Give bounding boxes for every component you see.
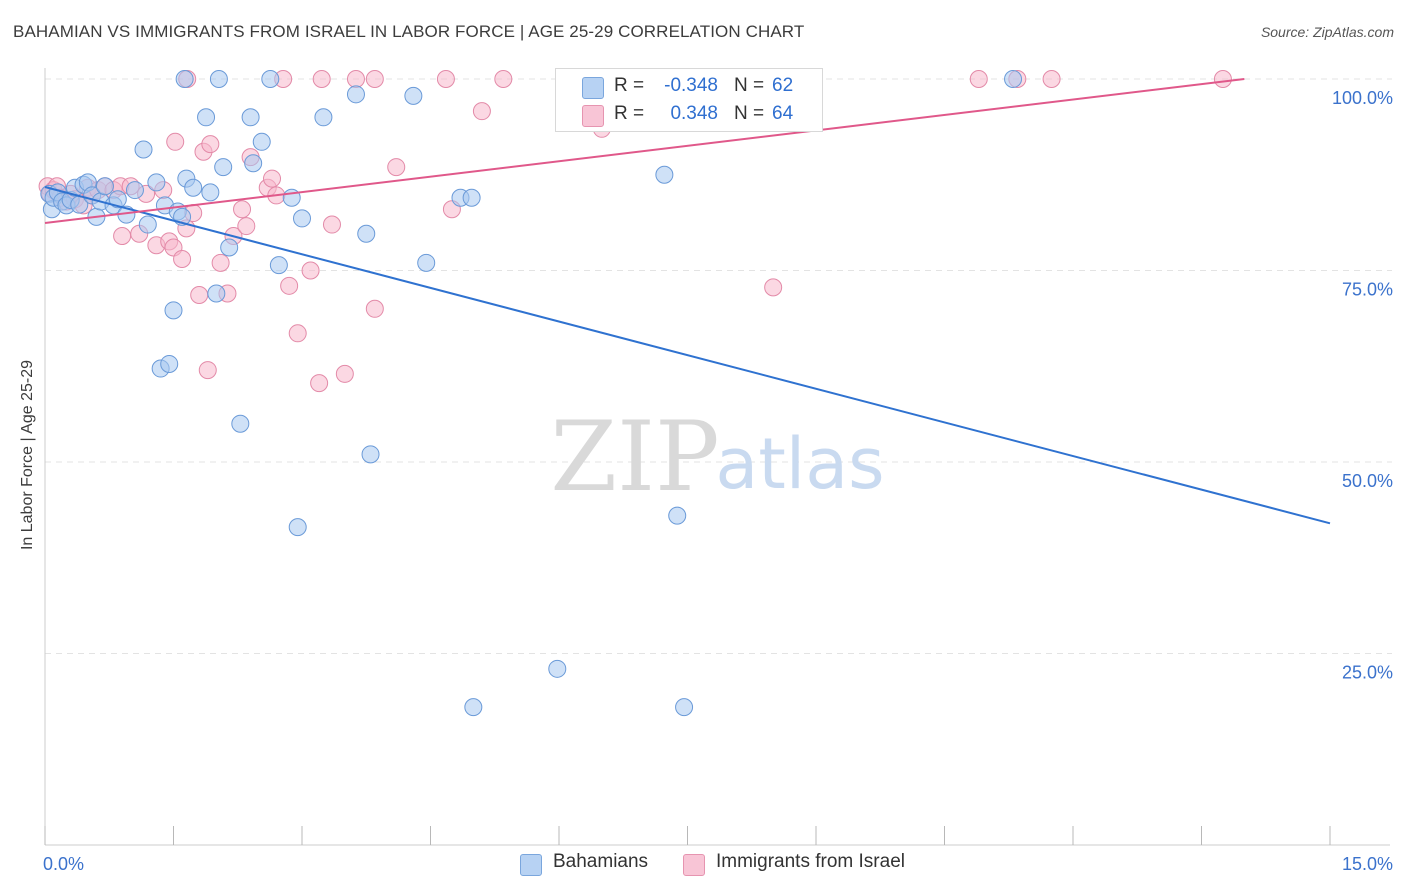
legend-swatch-bahamians xyxy=(582,77,604,99)
x-tick-label-min: 0.0% xyxy=(43,854,84,874)
tick-labels: 25.0% 50.0% 75.0% 100.0% 0.0% 15.0% xyxy=(43,88,1393,874)
israel-point xyxy=(263,169,282,188)
y-tick-label: 25.0% xyxy=(1342,663,1393,683)
bottom-legend-swatch-bahamians xyxy=(520,854,542,876)
bahamians-point xyxy=(184,178,203,197)
bahamians-point xyxy=(314,108,333,127)
israel-point xyxy=(280,276,299,295)
y-tick-label: 75.0% xyxy=(1342,280,1393,300)
bahamians-point xyxy=(95,177,114,196)
bahamians-point xyxy=(175,70,194,88)
bahamians-point xyxy=(462,188,481,207)
bahamians-point xyxy=(125,181,144,200)
chart-title: BAHAMIAN VS IMMIGRANTS FROM ISRAEL IN LA… xyxy=(13,22,805,41)
israel-point xyxy=(166,132,185,151)
israel-point xyxy=(346,70,365,88)
bahamians-point xyxy=(548,659,567,678)
bahamians-point xyxy=(675,698,694,717)
israel-point xyxy=(201,135,220,154)
bahamians-point xyxy=(668,506,687,525)
israel-point xyxy=(365,70,384,88)
legend-r-label: R = xyxy=(614,103,645,124)
bahamians-point xyxy=(261,70,280,88)
y-tick-label: 50.0% xyxy=(1342,471,1393,491)
bahamians-point xyxy=(197,108,216,127)
legend-row-israel: R = 0.348 N = 64 xyxy=(556,101,822,129)
legend-n-value: 62 xyxy=(772,75,794,96)
israel-point xyxy=(365,299,384,318)
bahamians-point xyxy=(244,154,263,173)
israel-point xyxy=(198,361,217,380)
israel-trend-line xyxy=(44,78,1245,225)
israel-point xyxy=(312,70,331,88)
israel-point xyxy=(335,364,354,383)
legend-n-label: N = xyxy=(734,75,765,96)
israel-point xyxy=(436,70,455,88)
y-tick-label: 100.0% xyxy=(1332,88,1393,108)
israel-point xyxy=(173,250,192,269)
bahamians-point xyxy=(464,698,483,717)
bahamians-point xyxy=(164,301,183,320)
bahamians-point xyxy=(269,256,288,275)
bahamians-point xyxy=(346,85,365,104)
bahamians-point xyxy=(404,86,423,105)
axes xyxy=(44,68,1390,846)
israel-point xyxy=(1042,70,1061,88)
israel-point xyxy=(969,70,988,88)
israel-point xyxy=(1213,70,1232,88)
israel-point xyxy=(387,158,406,177)
bahamians-trend-line xyxy=(44,186,1331,525)
bahamians-point xyxy=(655,165,674,184)
legend-swatch-israel xyxy=(582,105,604,127)
israel-point xyxy=(211,253,230,272)
israel-point xyxy=(190,286,209,305)
legend-r-value: -0.348 xyxy=(664,75,718,96)
bahamians-point xyxy=(108,190,127,209)
bahamians-point xyxy=(207,284,226,303)
source-label: Source: ZipAtlas.com xyxy=(1260,24,1394,40)
watermark-zip: ZIP xyxy=(550,401,719,513)
bahamians-point xyxy=(288,518,307,537)
bahamians-point xyxy=(417,253,436,272)
bahamians-point xyxy=(231,414,250,433)
israel-point xyxy=(494,70,513,88)
israel-point xyxy=(322,215,341,234)
bottom-legend-label-bahamians: Bahamians xyxy=(553,851,649,872)
israel-point xyxy=(288,324,307,343)
bahamians-point xyxy=(147,173,166,192)
israel-point xyxy=(113,227,132,246)
legend-n-value: 64 xyxy=(772,103,794,124)
x-tick-label-max: 15.0% xyxy=(1342,854,1393,874)
israel-point xyxy=(764,278,783,297)
israel-point xyxy=(301,261,320,280)
bahamians-point xyxy=(160,354,179,373)
bottom-legend-label-israel: Immigrants from Israel xyxy=(716,851,905,872)
bahamians-point xyxy=(214,158,233,177)
bahamians-point xyxy=(201,183,220,202)
bahamians-point xyxy=(241,108,260,127)
bahamians-point xyxy=(361,445,380,464)
watermark-atlas: atlas xyxy=(715,423,884,505)
bahamians-point xyxy=(220,238,239,257)
israel-point xyxy=(237,217,256,236)
legend-r-value: 0.348 xyxy=(670,103,718,124)
correlation-legend: R = -0.348 N = 62 R = 0.348 N = 64 xyxy=(555,68,823,132)
bahamians-point xyxy=(134,140,153,159)
trend-lines xyxy=(44,78,1331,525)
bahamians-point xyxy=(1004,70,1023,88)
bahamians-point xyxy=(138,215,157,234)
bahamians-point xyxy=(209,70,228,88)
bottom-legend-swatch-israel xyxy=(683,854,705,876)
legend-row-bahamians: R = -0.348 N = 62 xyxy=(556,73,822,101)
bahamians-point xyxy=(293,209,311,228)
data-points xyxy=(38,70,1232,717)
israel-point xyxy=(472,102,491,121)
legend-r-label: R = xyxy=(614,75,645,96)
bahamians-point xyxy=(357,224,376,243)
israel-point xyxy=(310,374,329,393)
legend-n-label: N = xyxy=(734,103,765,124)
israel-point xyxy=(233,200,252,219)
bahamians-point xyxy=(252,132,271,151)
